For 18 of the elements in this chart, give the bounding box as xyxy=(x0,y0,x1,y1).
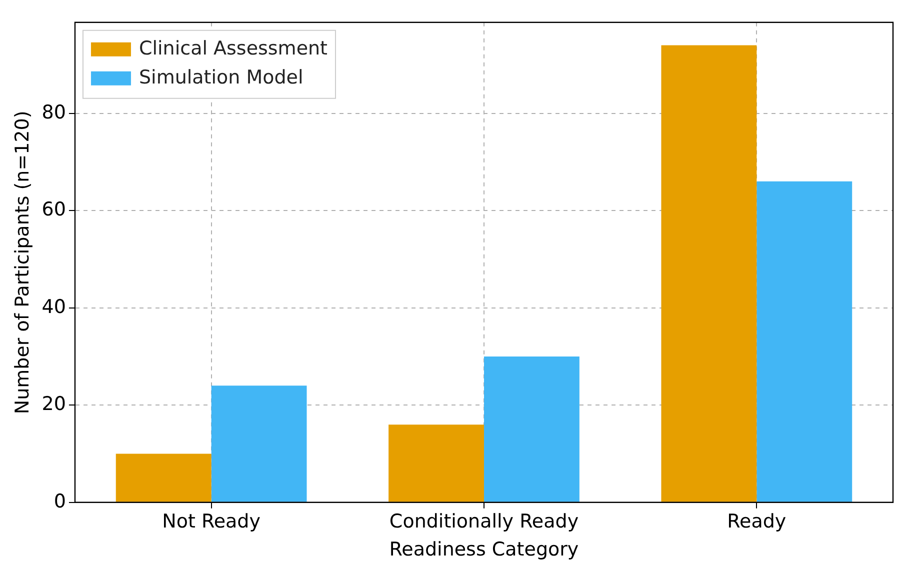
y-axis-title: Number of Participants (n=120) xyxy=(11,110,34,414)
bar xyxy=(756,181,852,502)
bar xyxy=(661,45,757,502)
legend-label: Simulation Model xyxy=(138,66,304,88)
x-tick-label: Ready xyxy=(727,510,786,533)
y-tick-label: 0 xyxy=(54,490,66,512)
x-tick-label: Not Ready xyxy=(162,510,260,533)
y-tick-label: 60 xyxy=(42,198,66,221)
bar xyxy=(484,356,580,502)
legend-label: Clinical Assessment xyxy=(138,37,328,60)
y-tick-label: 20 xyxy=(42,393,66,416)
x-tick-label: Conditionally Ready xyxy=(389,510,579,533)
bar xyxy=(211,386,307,502)
x-axis-title: Readiness Category xyxy=(389,538,579,561)
y-tick-label: 40 xyxy=(42,296,66,318)
bar xyxy=(116,454,212,502)
y-tick-label: 80 xyxy=(42,101,66,124)
bar xyxy=(388,424,484,502)
